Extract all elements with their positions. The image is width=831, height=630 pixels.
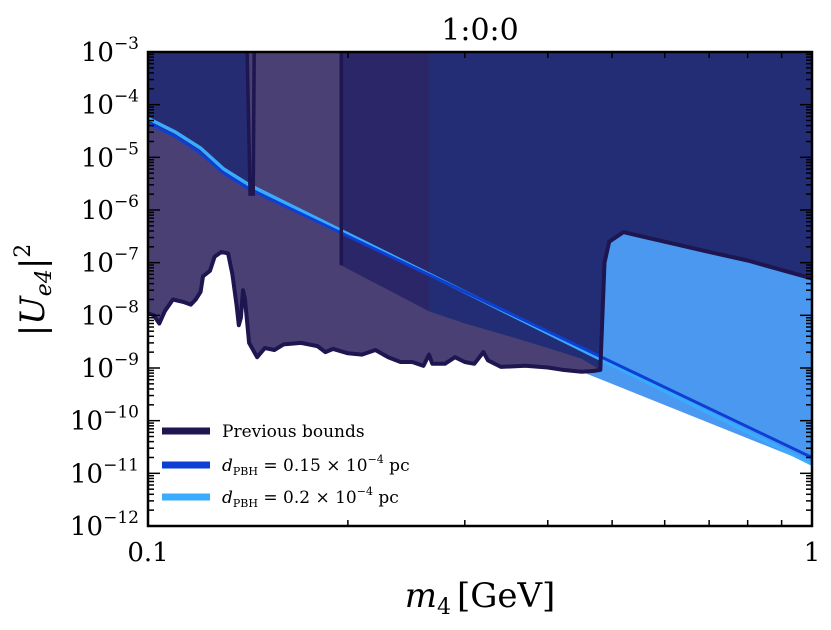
y-tick-label: 10−8 [81, 297, 139, 331]
y-tick-label: 10−6 [81, 192, 139, 226]
legend-entry-label: Previous bounds [222, 422, 365, 442]
y-tick-label: 10−7 [81, 245, 139, 279]
y-tick-label: 10−4 [81, 87, 139, 121]
legend-entry-label: dPBH = 0.15 × 10−4 pc [222, 453, 410, 478]
x-axis-label: m4 [GeV] [405, 576, 556, 620]
x-tick-label: 1 [804, 538, 821, 568]
y-tick-label: 10−10 [70, 403, 139, 437]
previous-bounds-edge-0 [245, 52, 256, 196]
bound-dark-middle-region [340, 52, 429, 312]
y-tick-label: 10−5 [81, 139, 139, 173]
y-tick-label: 10−12 [70, 508, 139, 542]
y-tick-label: 10−11 [70, 455, 139, 489]
chart-title: 1:0:0 [441, 13, 518, 48]
plot-lines [148, 52, 812, 466]
x-tick-label: 0.1 [127, 538, 168, 568]
dpbh-0.2-region [581, 232, 812, 465]
tick-labels: 10−310−410−510−610−710−810−910−1010−1110… [70, 34, 820, 568]
y-axis-label: |Ue4|2 [11, 244, 57, 337]
plot-regions [148, 52, 812, 465]
bound-dark-right-region [429, 52, 812, 370]
plot-frame [146, 50, 814, 528]
previous-bounds-line [148, 230, 812, 374]
y-tick-label: 10−9 [81, 350, 139, 384]
legend: Previous bounds dPBH = 0.15 × 10−4 pc dPBH… [162, 422, 410, 510]
legend-entry-label: dPBH = 0.2 × 10−4 pc [222, 485, 399, 510]
bound-dark-left-region [148, 52, 250, 189]
y-tick-label: 10−3 [81, 34, 139, 68]
